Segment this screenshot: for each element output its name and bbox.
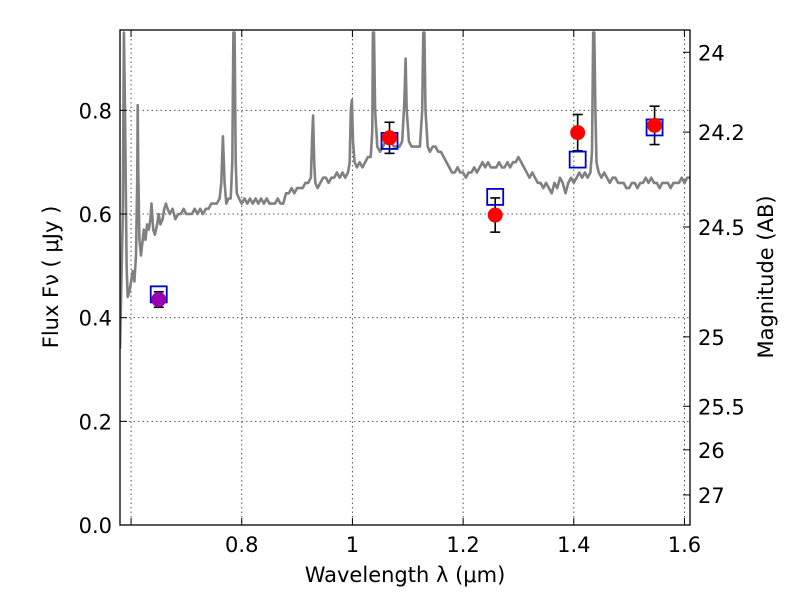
x-tick-label: 1 bbox=[346, 533, 359, 557]
model-flux-marker bbox=[486, 188, 505, 206]
y-tick-label: 0.4 bbox=[79, 307, 112, 331]
y2-tick-label: 24.5 bbox=[698, 216, 745, 240]
observed-flux-marker bbox=[647, 117, 663, 133]
x-tick-label: 1.6 bbox=[668, 533, 701, 557]
x-tick-label: 0.8 bbox=[225, 533, 258, 557]
axis-ticks: 0.8 1 1.2 1.4 1.6 0.0 0.2 0.4 0.6 0.8 24 24.2 24.5 25… bbox=[79, 30, 745, 557]
y2-tick-label: 25.5 bbox=[698, 395, 745, 419]
y2-axis-label: Magnitude (AB) bbox=[754, 195, 778, 358]
y2-tick-label: 25 bbox=[698, 326, 725, 350]
y-tick-label: 0.0 bbox=[79, 514, 112, 538]
observed-flux-marker bbox=[382, 130, 398, 146]
y2-tick-label: 26 bbox=[698, 439, 725, 463]
observed-flux-marker bbox=[570, 125, 586, 141]
plot-frame bbox=[119, 29, 691, 526]
model-spectrum bbox=[120, 31, 690, 349]
y2-tick-label: 27 bbox=[698, 484, 725, 508]
y-axis-label: Flux Fν ( μJy ) bbox=[39, 206, 63, 349]
observed-flux-marker bbox=[487, 207, 503, 223]
y-tick-label: 0.8 bbox=[79, 99, 112, 123]
x-tick-label: 1.2 bbox=[446, 533, 479, 557]
y2-tick-label: 24.2 bbox=[698, 121, 745, 145]
photometry-points bbox=[149, 105, 664, 309]
y2-tick-label: 24 bbox=[698, 41, 725, 65]
observed-flux-marker bbox=[151, 292, 167, 308]
x-tick-label: 1.4 bbox=[557, 533, 590, 557]
spectrum-line bbox=[120, 31, 690, 349]
y-tick-label: 0.6 bbox=[79, 203, 112, 227]
model-flux-marker bbox=[568, 150, 587, 169]
y-tick-label: 0.2 bbox=[79, 410, 112, 434]
x-axis-label: Wavelength λ (μm) bbox=[305, 563, 506, 587]
